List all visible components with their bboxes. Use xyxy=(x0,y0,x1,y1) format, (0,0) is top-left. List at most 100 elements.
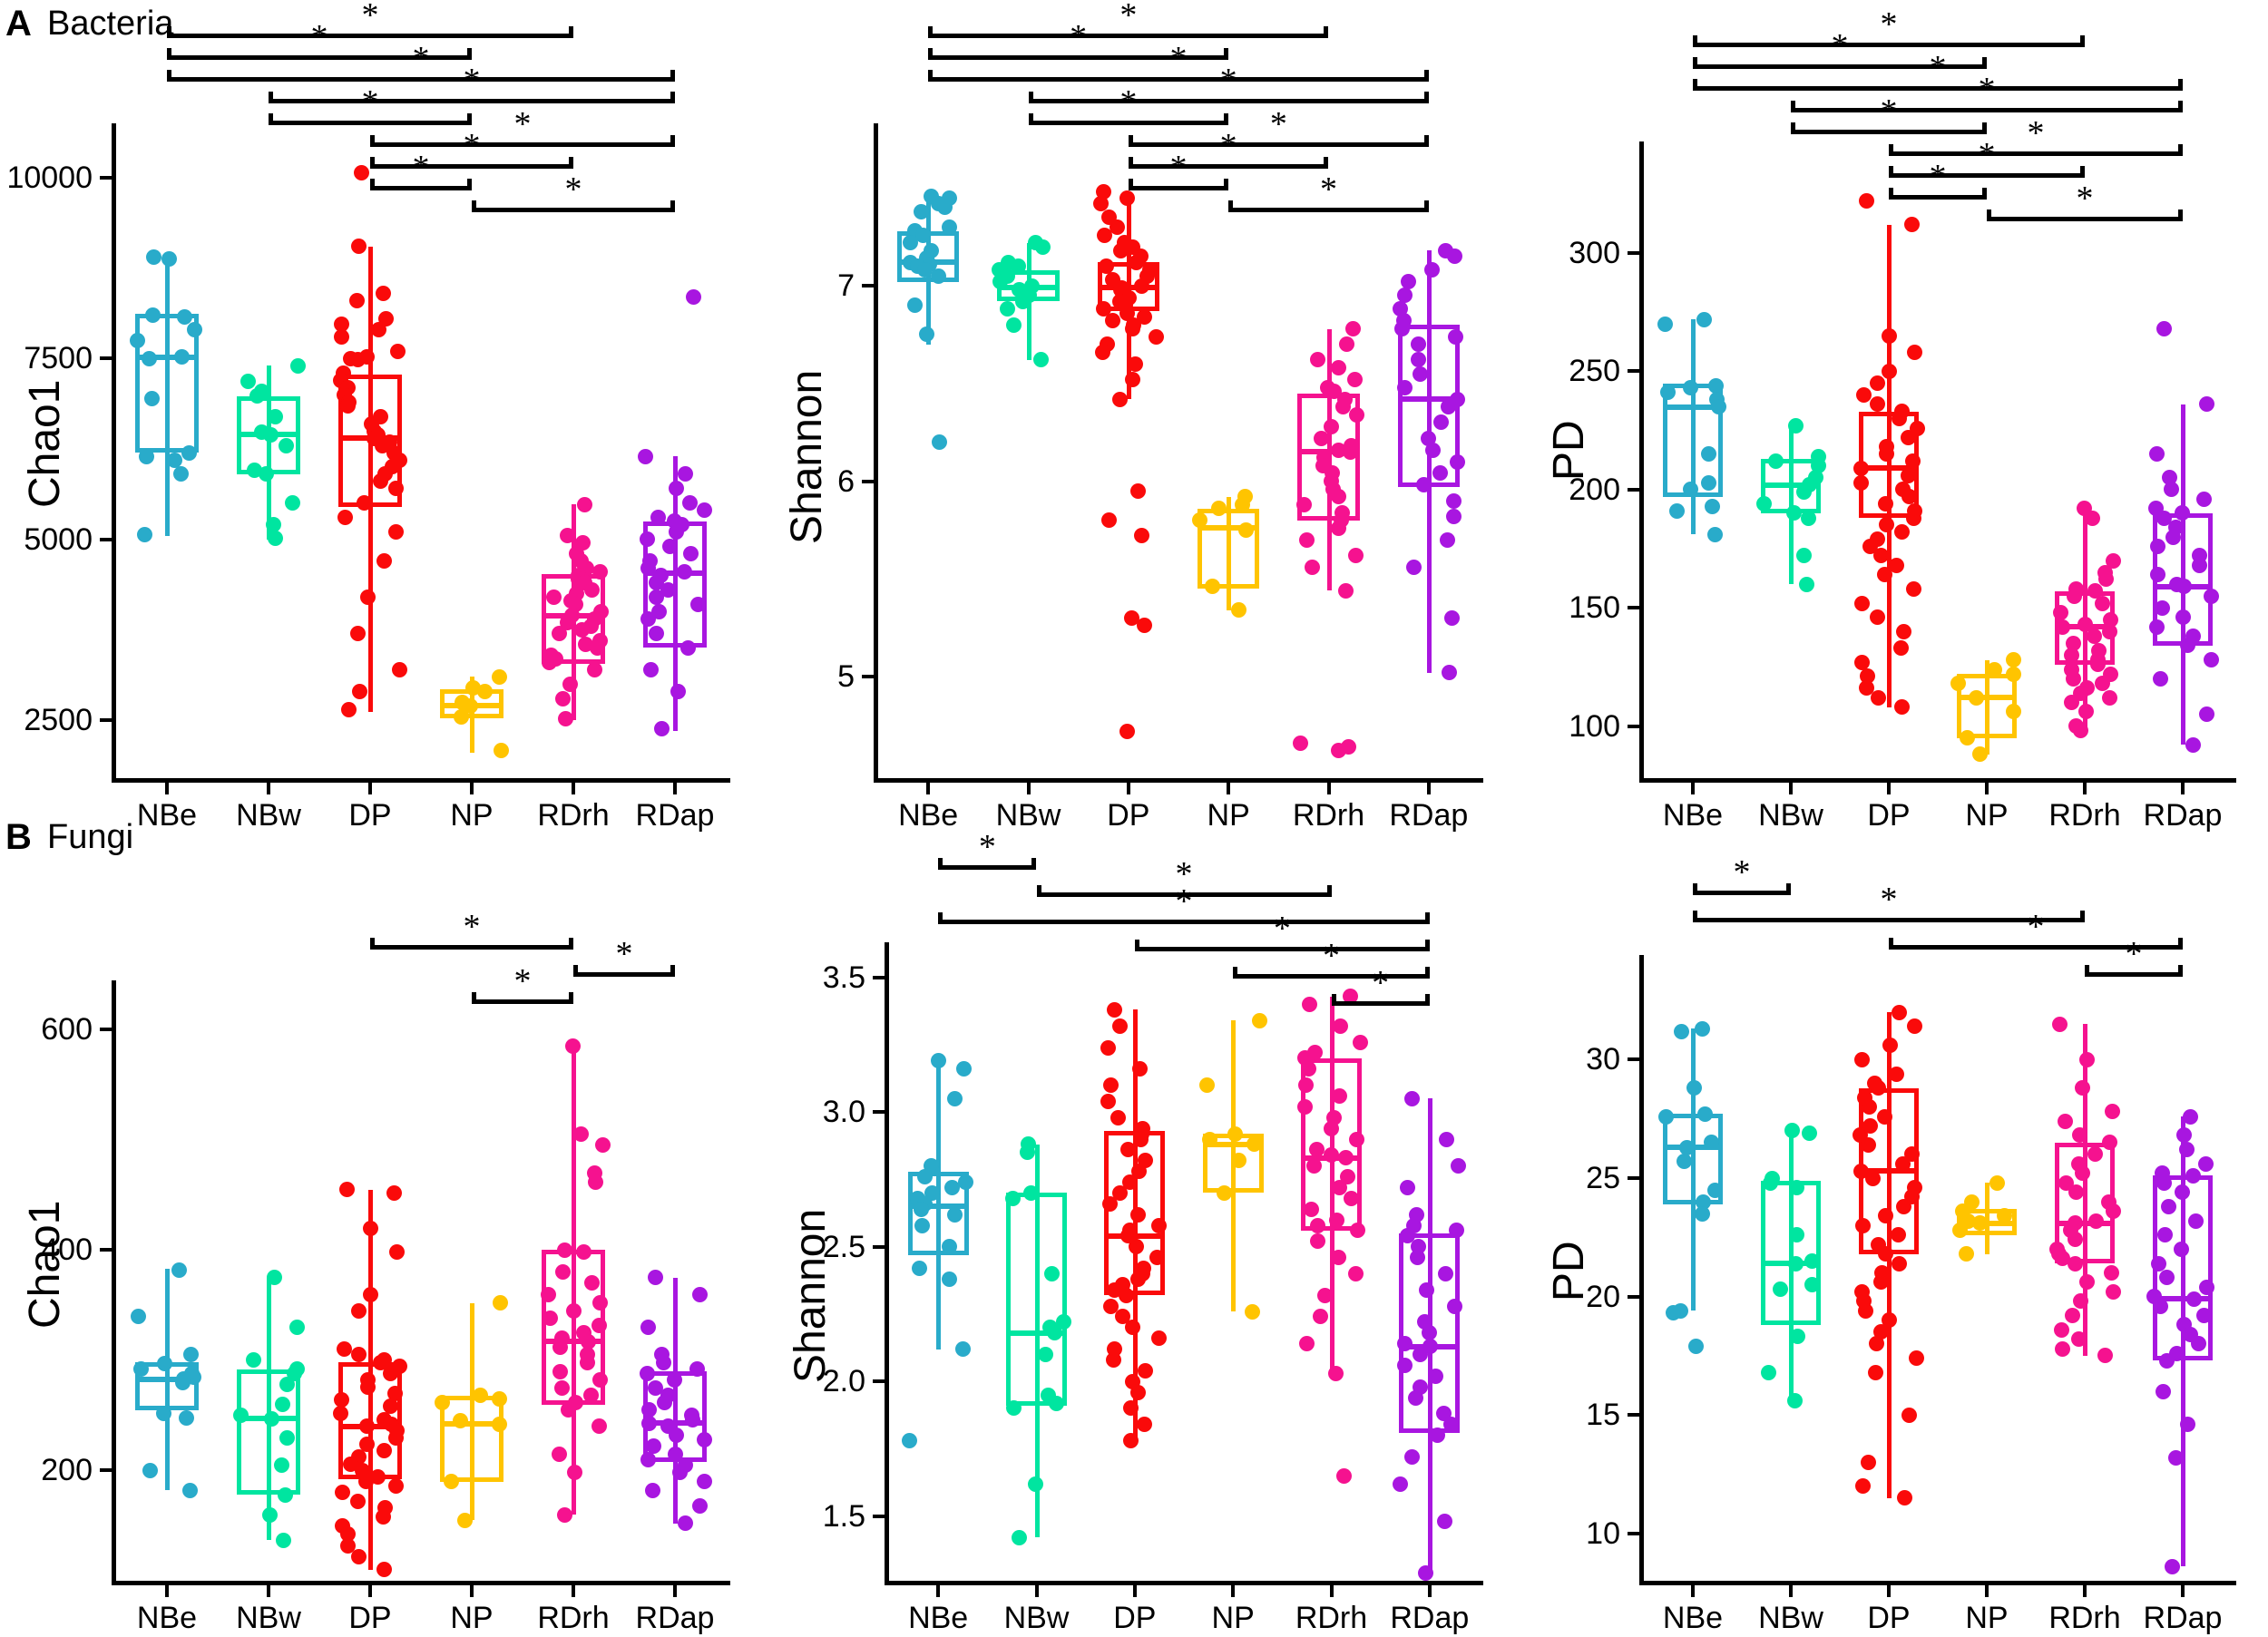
bracket-bar xyxy=(1889,945,2183,950)
data-point xyxy=(1216,1184,1232,1201)
data-point xyxy=(175,1374,191,1390)
bracket-bar xyxy=(1036,892,1332,897)
data-point xyxy=(2078,704,2095,720)
x-axis-tick xyxy=(1985,1585,1989,1597)
data-point xyxy=(2079,1051,2096,1067)
data-point xyxy=(1425,442,1442,458)
bracket-cap-right xyxy=(1424,967,1430,979)
significance-star: * xyxy=(1978,71,1996,109)
bracket-bar xyxy=(167,34,573,38)
y-axis-tick-label: 30 xyxy=(1586,1042,1620,1077)
data-point xyxy=(1130,1384,1147,1400)
data-point xyxy=(1859,668,1875,685)
data-point xyxy=(2203,652,2219,668)
bracket-cap-left xyxy=(1233,967,1238,979)
median-line xyxy=(135,354,199,360)
data-point xyxy=(669,1428,685,1444)
data-point xyxy=(1687,1338,1704,1354)
data-point xyxy=(1418,1281,1434,1298)
data-point xyxy=(130,1308,146,1324)
data-point xyxy=(334,328,350,345)
bracket-bar xyxy=(1889,151,2183,156)
y-axis-tick xyxy=(873,1514,885,1518)
data-point xyxy=(2149,446,2165,463)
data-point xyxy=(546,590,562,606)
data-point xyxy=(944,1179,961,1195)
data-point xyxy=(1763,1174,1779,1191)
significance-bracket: * xyxy=(573,937,675,977)
bracket-bar xyxy=(167,77,675,82)
data-point xyxy=(279,1429,295,1446)
data-point xyxy=(1211,501,1227,517)
significance-bracket: * xyxy=(1331,966,1430,1006)
data-point xyxy=(637,448,653,464)
x-axis-tick xyxy=(1985,783,1989,794)
data-point xyxy=(2155,1383,2171,1399)
data-point xyxy=(640,611,656,627)
data-point xyxy=(1869,609,1885,626)
data-point xyxy=(1972,1215,1989,1232)
y-axis-tick xyxy=(1628,251,1639,256)
data-point xyxy=(1246,1136,1263,1153)
data-point xyxy=(1324,1147,1340,1164)
y-axis-tick-label: 3.5 xyxy=(822,960,865,995)
x-axis-tick-label-rdap: RDap xyxy=(2143,798,2223,833)
significance-bracket: * xyxy=(938,884,1430,924)
significance-star: * xyxy=(1372,964,1390,1002)
data-point xyxy=(1309,1142,1325,1158)
bracket-bar xyxy=(370,142,675,147)
bracket-cap-right xyxy=(2178,101,2183,112)
data-point xyxy=(1347,372,1364,388)
data-point xyxy=(1686,1080,1703,1096)
whisker-line xyxy=(1426,250,1432,673)
bracket-bar xyxy=(1693,86,2183,91)
data-point xyxy=(142,350,158,366)
data-point xyxy=(2199,1279,2215,1295)
data-point xyxy=(1784,1123,1800,1139)
median-line xyxy=(907,1203,969,1210)
bracket-bar xyxy=(938,865,1037,870)
panel-a: A Bacteria 2500 5000 7500 10000 Chao1 NBe NBw D… xyxy=(5,0,2236,831)
data-point xyxy=(1854,1217,1871,1233)
data-point xyxy=(1399,1228,1415,1244)
data-point xyxy=(586,661,602,677)
data-point xyxy=(2196,1307,2213,1323)
data-point xyxy=(1304,1201,1320,1217)
data-point xyxy=(373,473,389,490)
median-line xyxy=(1005,1330,1068,1336)
x-axis-tick-label-rdrh: RDrh xyxy=(2048,1601,2121,1635)
data-point xyxy=(1804,1277,1820,1293)
data-point xyxy=(1432,465,1449,482)
data-point xyxy=(583,1275,600,1291)
data-point xyxy=(946,1090,963,1106)
data-point xyxy=(2006,652,2022,668)
data-point xyxy=(1677,1154,1693,1170)
x-axis-tick xyxy=(1427,1585,1432,1597)
data-point xyxy=(1397,1357,1413,1373)
data-point xyxy=(1338,336,1354,353)
data-point xyxy=(161,250,178,267)
box-iqr xyxy=(440,1395,503,1482)
data-point xyxy=(1901,467,1917,483)
data-point xyxy=(1694,1205,1710,1222)
data-point xyxy=(1328,1365,1344,1381)
data-point xyxy=(587,1174,603,1190)
data-point xyxy=(1235,496,1251,512)
significance-star: * xyxy=(1733,853,1751,892)
data-point xyxy=(1696,1106,1713,1122)
data-point xyxy=(1873,1274,1890,1291)
data-point xyxy=(275,1532,291,1548)
data-point xyxy=(1873,548,1890,564)
data-point xyxy=(552,1446,568,1462)
bracket-cap-left xyxy=(167,26,171,38)
y-axis-tick-label: 20 xyxy=(1586,1279,1620,1314)
whisker-line xyxy=(2083,1024,2087,1356)
data-point xyxy=(1768,453,1784,470)
data-point xyxy=(916,1169,933,1185)
bracket-cap-left xyxy=(1693,79,1697,91)
y-axis-line xyxy=(1639,141,1644,778)
data-point xyxy=(144,307,161,323)
data-point xyxy=(1421,1325,1437,1341)
data-point xyxy=(348,293,365,308)
data-point xyxy=(388,1244,405,1261)
